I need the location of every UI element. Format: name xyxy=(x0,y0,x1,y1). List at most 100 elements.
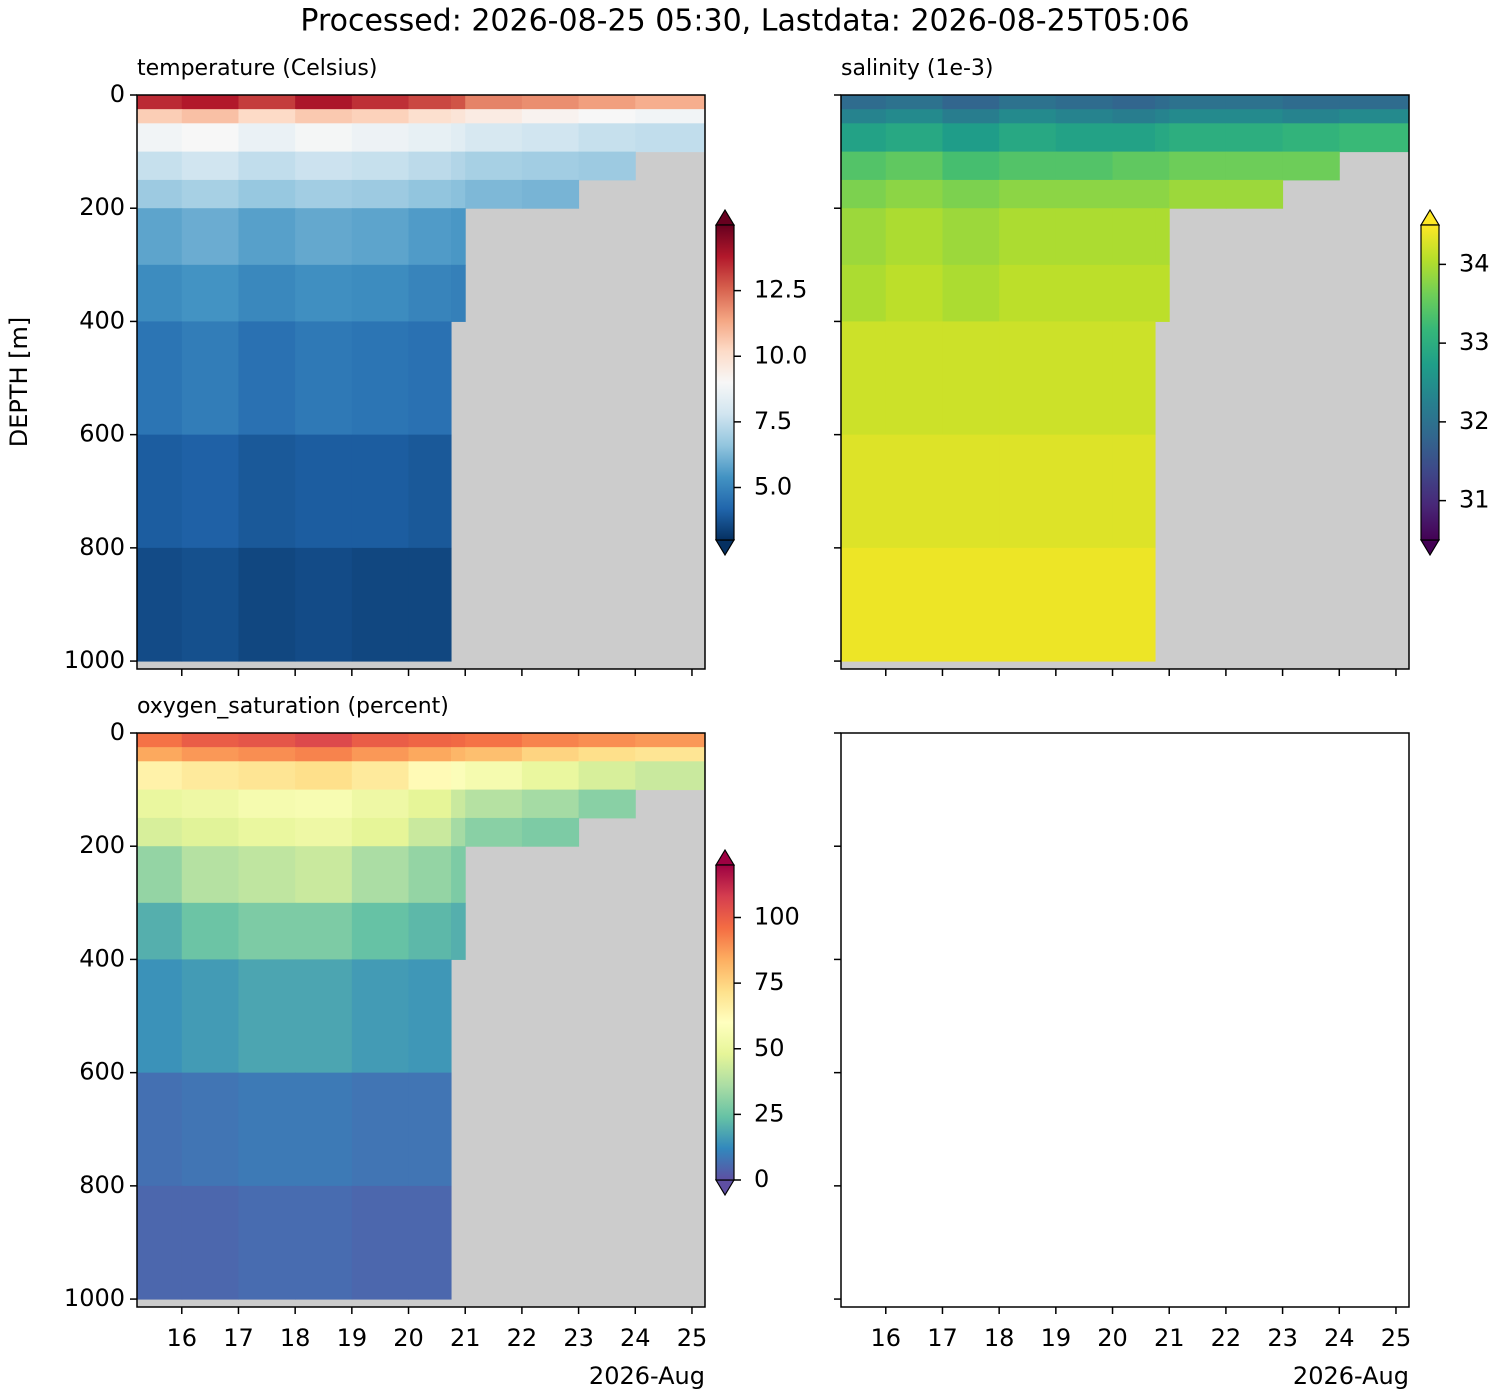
heatmap-cell xyxy=(451,902,466,960)
colorbar xyxy=(715,864,735,1181)
x-tick-label: 16 xyxy=(871,1324,902,1352)
heatmap-cell xyxy=(137,179,183,209)
heatmap-cell xyxy=(137,959,183,1074)
heatmap-cell xyxy=(885,123,943,153)
heatmap-cell xyxy=(137,434,183,549)
heatmap-cell xyxy=(885,434,943,549)
heatmap-cell xyxy=(521,179,580,209)
colorbar-extend-high xyxy=(714,848,736,866)
heatmap-cell xyxy=(238,747,296,762)
heatmap-cell xyxy=(238,1072,296,1187)
heatmap-cell xyxy=(295,733,353,748)
heatmap-cell xyxy=(408,846,452,904)
heatmap-cell xyxy=(408,434,452,549)
panel-title: salinity (1e-3) xyxy=(841,56,994,81)
colorbar-extend-high xyxy=(1419,208,1441,226)
heatmap-cell xyxy=(1112,123,1156,153)
heatmap-cell xyxy=(1155,208,1170,266)
y-tick-label: 1000 xyxy=(64,646,125,674)
heatmap-cell xyxy=(578,151,636,181)
heatmap-cell xyxy=(1339,95,1410,110)
heatmap-cell xyxy=(635,747,706,762)
colorbar-tick-label: 75 xyxy=(754,968,785,996)
heatmap-cell xyxy=(408,902,452,960)
heatmap-cell xyxy=(1055,264,1114,322)
heatmap-cell xyxy=(451,846,466,904)
colorbar-extend-low xyxy=(714,539,736,557)
heatmap-cell xyxy=(942,321,1000,436)
heatmap-cell xyxy=(465,109,523,124)
heatmap-cell xyxy=(521,733,580,748)
heatmap-cell xyxy=(841,547,887,662)
x-axis-label: 2026-Aug xyxy=(1293,1362,1409,1390)
heatmap-cell xyxy=(521,109,580,124)
heatmap-cell xyxy=(521,123,580,153)
heatmap-cell xyxy=(238,109,296,124)
heatmap-cell xyxy=(451,151,466,181)
heatmap-cell xyxy=(451,817,466,847)
colorbar xyxy=(1420,224,1440,541)
heatmap-cell xyxy=(181,902,239,960)
heatmap-cell xyxy=(841,109,887,124)
heatmap-cell xyxy=(351,761,410,791)
heatmap-cell xyxy=(1282,151,1340,181)
heatmap-cell xyxy=(351,1072,410,1187)
x-tick-label: 24 xyxy=(1324,1324,1355,1352)
heatmap-cell xyxy=(1339,123,1410,153)
x-tick-label: 22 xyxy=(1211,1324,1242,1352)
y-tick-label: 1000 xyxy=(64,1284,125,1312)
heatmap-cell xyxy=(578,747,636,762)
heatmap-cell xyxy=(942,95,1000,110)
heatmap-cell xyxy=(351,434,410,549)
heatmap-cell xyxy=(238,789,296,819)
heatmap-cell xyxy=(942,123,1000,153)
heatmap-cell xyxy=(578,123,636,153)
heatmap-cell xyxy=(181,321,239,436)
heatmap-cell xyxy=(181,761,239,791)
heatmap-cell xyxy=(181,1185,239,1300)
heatmap-cell xyxy=(999,208,1057,266)
heatmap-cell xyxy=(1055,321,1114,436)
y-tick-label: 600 xyxy=(79,420,125,448)
heatmap-cell xyxy=(408,321,452,436)
heatmap-cell xyxy=(137,747,183,762)
heatmap-cell xyxy=(181,208,239,266)
heatmap-cell xyxy=(451,789,466,819)
heatmap-cell xyxy=(1155,264,1170,322)
heatmap-cell xyxy=(885,321,943,436)
heatmap-cell xyxy=(408,179,452,209)
heatmap-cell xyxy=(451,123,466,153)
heatmap-cell xyxy=(295,95,353,110)
colorbar-tick-label: 33 xyxy=(1459,328,1490,356)
heatmap-cell xyxy=(351,109,410,124)
heatmap-cell xyxy=(408,95,452,110)
heatmap-cell xyxy=(181,733,239,748)
y-tick-label: 400 xyxy=(79,944,125,972)
heatmap-cell xyxy=(1112,151,1156,181)
heatmap-cell xyxy=(181,123,239,153)
heatmap-cell xyxy=(465,733,523,748)
heatmap-cell xyxy=(408,747,452,762)
panel-title: temperature (Celsius) xyxy=(137,56,377,81)
heatmap-cell xyxy=(181,789,239,819)
heatmap-cell xyxy=(181,1072,239,1187)
heatmap-cell xyxy=(885,264,943,322)
x-tick-label: 21 xyxy=(450,1324,481,1352)
heatmap-cell xyxy=(885,179,943,209)
heatmap-cell xyxy=(1282,123,1340,153)
heatmap-cell xyxy=(1112,434,1156,549)
heatmap-cell xyxy=(238,733,296,748)
heatmap-cell xyxy=(999,109,1057,124)
heatmap-cell xyxy=(137,902,183,960)
heatmap-cell xyxy=(521,789,580,819)
heatmap-cell xyxy=(465,123,523,153)
heatmap-cell xyxy=(1055,547,1114,662)
heatmap-cell xyxy=(137,95,183,110)
heatmap-cell xyxy=(408,547,452,662)
heatmap-cell xyxy=(351,817,410,847)
heatmap-cell xyxy=(238,208,296,266)
heatmap-cell xyxy=(408,789,452,819)
heatmap-cell xyxy=(1225,151,1284,181)
colorbar-tick-label: 31 xyxy=(1459,486,1490,514)
